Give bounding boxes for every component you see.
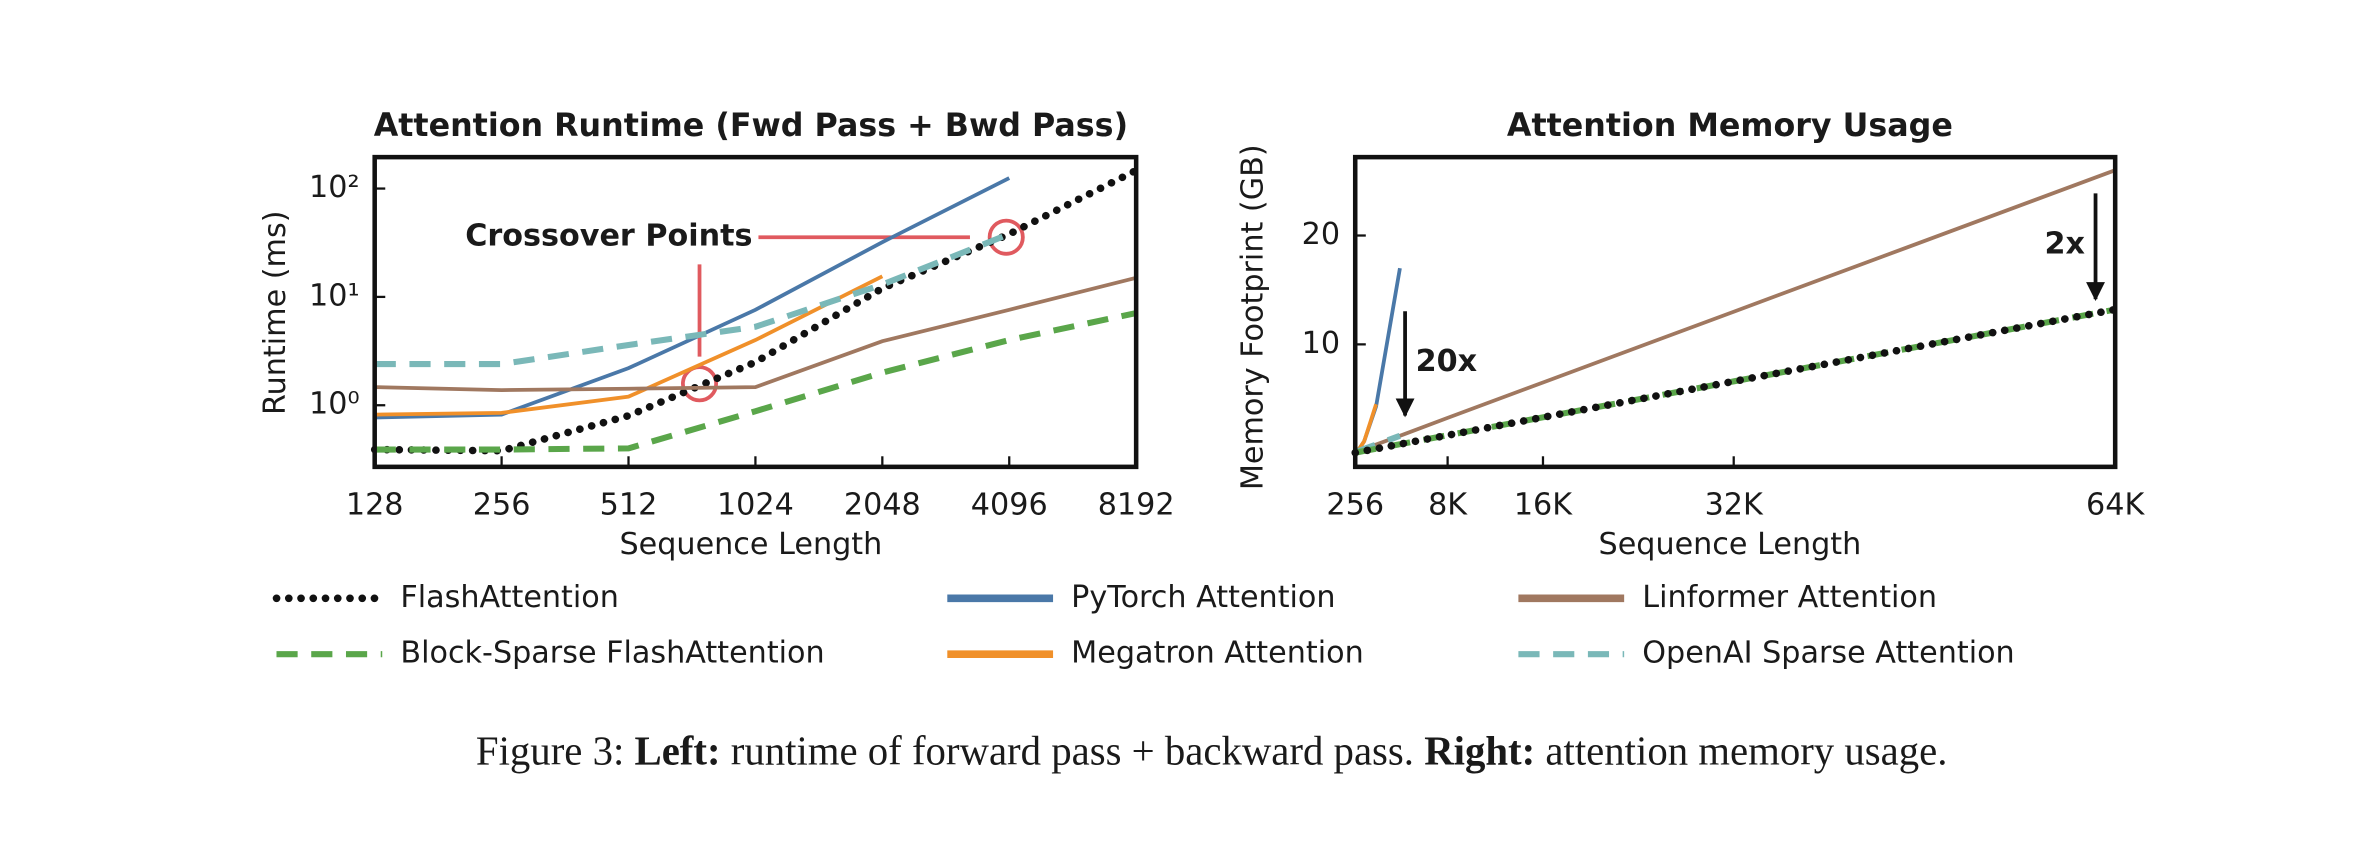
y-axis-label: Memory Footprint (GB) (1235, 144, 1270, 490)
series-line (374, 176, 1011, 420)
x-tick-label: 1024 (717, 488, 794, 523)
series-line (374, 231, 1011, 368)
caption: Figure 3: Left: runtime of forward pass … (476, 729, 1948, 774)
legend-label: Block-Sparse FlashAttention (400, 636, 824, 671)
x-tick-label: 4096 (971, 488, 1048, 523)
series-line (374, 275, 1137, 392)
y-axis-label: Runtime (ms) (258, 211, 293, 415)
crossover-circle (987, 218, 1025, 256)
series-line: PyTorch Attention (1354, 267, 1402, 455)
chart-title: Attention Memory Usage (1507, 108, 1953, 144)
y-tick-label: 10 (1302, 326, 1340, 361)
caption-part: Right: (1424, 729, 1535, 774)
series-line (374, 274, 884, 417)
legend-label: FlashAttention (400, 580, 619, 615)
x-tick-label: 256 (473, 488, 531, 523)
x-tick-label: 8K (1428, 488, 1468, 523)
plot-frame (1352, 154, 2118, 470)
caption-part: Left: (635, 729, 721, 774)
annotation-text: 2x (2044, 226, 2085, 261)
x-tick-label: 32K (1705, 488, 1764, 523)
caption-part: attention memory usage. (1545, 729, 1947, 774)
y-tick-label: 10⁰ (309, 387, 360, 422)
annotation-text: 20x (1416, 344, 1478, 379)
legend-label: Linformer Attention (1642, 580, 1937, 615)
y-tick-label: 20 (1302, 217, 1340, 252)
x-tick-label: 8192 (1098, 488, 1175, 523)
x-axis-label: Sequence Length (620, 527, 883, 562)
x-tick-label: 128 (346, 488, 404, 523)
crossover-annotation: Crossover Points (465, 218, 1025, 403)
memory-annotations: 20x 2x (1395, 193, 2105, 418)
y-tick-label: 10² (309, 170, 360, 205)
x-tick-label: 512 (600, 488, 658, 523)
chart-title: Attention Runtime (Fwd Pass + Bwd Pass) (374, 108, 1128, 144)
series-line (374, 310, 1137, 453)
plot-frame (372, 154, 1139, 470)
y-tick-label: 10¹ (309, 278, 360, 313)
legend-label: Megatron Attention (1071, 636, 1364, 671)
x-axis-label: Sequence Length (1599, 527, 1862, 562)
caption-part: runtime of forward pass + backward pass. (731, 729, 1414, 774)
x-tick-label: 16K (1514, 488, 1573, 523)
x-tick-label: 64K (2086, 488, 2145, 523)
legend-label: PyTorch Attention (1071, 580, 1335, 615)
x-tick-label: 2048 (844, 488, 921, 523)
x-tick-label: 256 (1326, 488, 1384, 523)
series-line: FlashAttention (1351, 305, 2119, 457)
crossover-circle (681, 365, 719, 403)
annotation-text: Crossover Points (465, 219, 752, 254)
caption-label: Figure 3: (476, 729, 624, 774)
series-line: Linformer Attention (1354, 168, 2116, 454)
legend-label: OpenAI Sparse Attention (1642, 636, 2014, 671)
